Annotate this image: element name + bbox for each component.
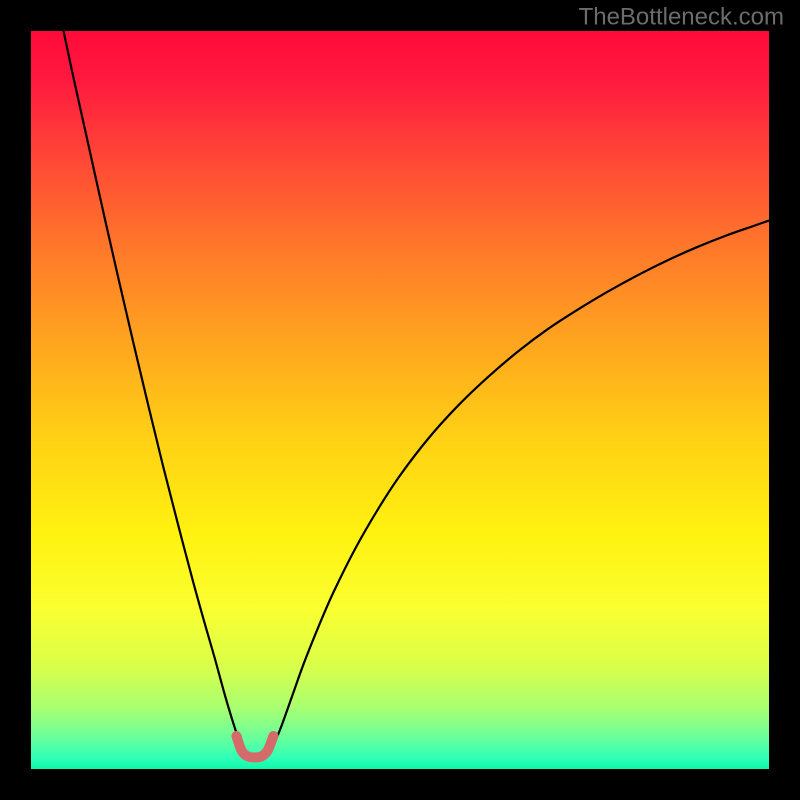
- bottleneck-chart: TheBottleneck.com: [0, 0, 800, 800]
- chart-root: TheBottleneck.com: [0, 0, 800, 800]
- plot-background-gradient: [30, 30, 770, 770]
- watermark-text: TheBottleneck.com: [579, 3, 784, 30]
